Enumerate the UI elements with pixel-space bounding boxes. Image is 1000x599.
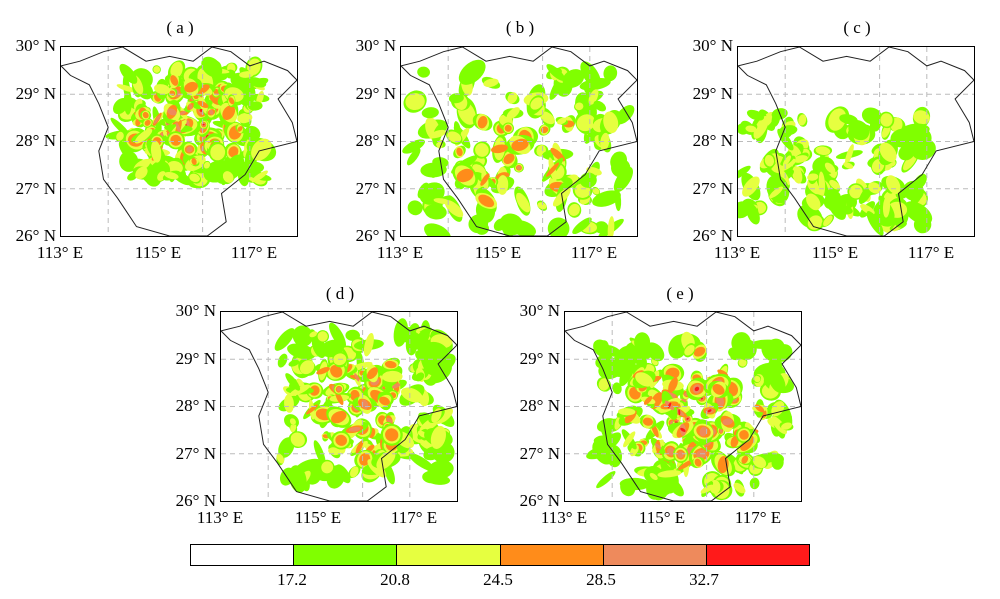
lon-label-115: 115° E bbox=[474, 243, 522, 262]
panel-title-e: ( e ) bbox=[666, 284, 694, 303]
lat-label-30: 30° N bbox=[692, 36, 733, 55]
colorbar-tick: 28.5 bbox=[586, 570, 616, 589]
map-d-svg bbox=[221, 312, 457, 501]
colorbar-segment bbox=[397, 545, 501, 565]
lat-label-26: 26° N bbox=[692, 226, 733, 245]
lon-label-113: 113° E bbox=[36, 243, 84, 262]
lat-label-30: 30° N bbox=[519, 301, 560, 320]
colorbar-segment bbox=[706, 545, 810, 565]
lat-label-29: 29° N bbox=[519, 349, 560, 368]
lon-label-113: 113° E bbox=[196, 508, 244, 527]
colorbar-tick: 32.7 bbox=[689, 570, 719, 589]
colorbar-segment bbox=[603, 545, 707, 565]
lon-label-117: 117° E bbox=[230, 243, 278, 262]
lon-label-117: 117° E bbox=[570, 243, 618, 262]
lat-label-29: 29° N bbox=[175, 349, 216, 368]
lon-label-115: 115° E bbox=[811, 243, 859, 262]
lat-label-27: 27° N bbox=[692, 179, 733, 198]
map-c bbox=[737, 46, 975, 237]
lat-label-27: 27° N bbox=[15, 179, 56, 198]
map-b bbox=[400, 46, 638, 237]
lat-label-28: 28° N bbox=[175, 396, 216, 415]
map-d bbox=[220, 311, 458, 502]
map-e bbox=[564, 311, 802, 502]
lat-label-28: 28° N bbox=[355, 131, 396, 150]
lon-label-113: 113° E bbox=[376, 243, 424, 262]
map-c-svg bbox=[738, 47, 974, 236]
lat-label-30: 30° N bbox=[355, 36, 396, 55]
colorbar-segment bbox=[500, 545, 604, 565]
lat-label-26: 26° N bbox=[175, 491, 216, 510]
colorbar-segment bbox=[294, 545, 398, 565]
colorbar-tick: 24.5 bbox=[483, 570, 513, 589]
panel-title-c: ( c ) bbox=[843, 18, 871, 37]
lat-label-26: 26° N bbox=[15, 226, 56, 245]
panel-title-b: ( b ) bbox=[505, 18, 535, 37]
lon-label-113: 113° E bbox=[713, 243, 761, 262]
lon-label-115: 115° E bbox=[134, 243, 182, 262]
lat-label-28: 28° N bbox=[692, 131, 733, 150]
lat-label-28: 28° N bbox=[15, 131, 56, 150]
lon-label-117: 117° E bbox=[907, 243, 955, 262]
lat-label-27: 27° N bbox=[519, 444, 560, 463]
map-a bbox=[60, 46, 298, 237]
lon-label-113: 113° E bbox=[540, 508, 588, 527]
lon-label-117: 117° E bbox=[734, 508, 782, 527]
lon-label-115: 115° E bbox=[294, 508, 342, 527]
map-e-svg bbox=[565, 312, 801, 501]
colorbar bbox=[190, 544, 810, 566]
lat-label-28: 28° N bbox=[519, 396, 560, 415]
map-a-svg bbox=[61, 47, 297, 236]
colorbar-tick: 20.8 bbox=[380, 570, 410, 589]
panel-title-d: ( d ) bbox=[325, 284, 355, 303]
lat-label-30: 30° N bbox=[15, 36, 56, 55]
lat-label-29: 29° N bbox=[692, 84, 733, 103]
panel-title-a: ( a ) bbox=[166, 18, 194, 37]
map-b-svg bbox=[401, 47, 637, 236]
lat-label-29: 29° N bbox=[355, 84, 396, 103]
lat-label-27: 27° N bbox=[355, 179, 396, 198]
lon-label-115: 115° E bbox=[638, 508, 686, 527]
colorbar-tick: 17.2 bbox=[277, 570, 307, 589]
colorbar-segment bbox=[191, 545, 295, 565]
lat-label-30: 30° N bbox=[175, 301, 216, 320]
lat-label-29: 29° N bbox=[15, 84, 56, 103]
lat-label-26: 26° N bbox=[355, 226, 396, 245]
lat-label-26: 26° N bbox=[519, 491, 560, 510]
lat-label-27: 27° N bbox=[175, 444, 216, 463]
lon-label-117: 117° E bbox=[390, 508, 438, 527]
